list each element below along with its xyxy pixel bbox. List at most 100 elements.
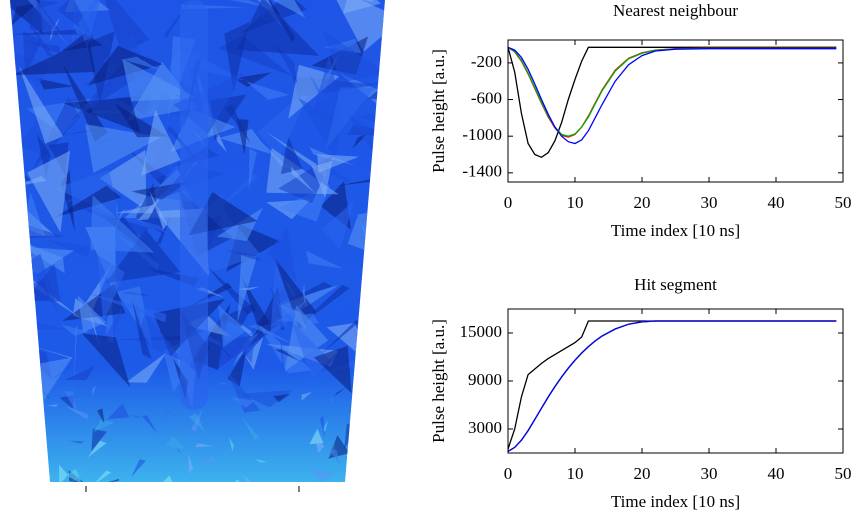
mesh-facet bbox=[107, 403, 130, 420]
mesh-facet bbox=[38, 78, 74, 90]
chart-title: Hit segment bbox=[634, 275, 717, 294]
mesh-facet bbox=[190, 409, 203, 432]
mesh-facet bbox=[41, 471, 51, 482]
x-tick-label: 0 bbox=[504, 193, 513, 212]
mesh-facet bbox=[53, 185, 122, 218]
mesh-facet bbox=[46, 239, 92, 258]
mesh-facet bbox=[273, 393, 291, 403]
mesh-facet bbox=[368, 346, 385, 404]
mesh-facet bbox=[118, 483, 125, 494]
mesh-facet bbox=[198, 210, 261, 277]
mesh-facet bbox=[218, 333, 270, 369]
mesh-facet bbox=[150, 102, 159, 115]
mesh-facet bbox=[233, 72, 272, 88]
x-axis-label: Time index [10 ns] bbox=[611, 221, 740, 240]
mesh-facet bbox=[160, 410, 171, 419]
mesh-facet bbox=[186, 475, 208, 481]
mesh-facet bbox=[10, 424, 29, 426]
mesh-facet bbox=[264, 461, 266, 471]
mesh-facet bbox=[69, 440, 85, 444]
mesh-facet bbox=[63, 97, 141, 133]
mesh-facet bbox=[331, 395, 334, 404]
mesh-facet bbox=[248, 148, 257, 192]
plot-frame bbox=[507, 39, 844, 183]
mesh-facet bbox=[165, 436, 185, 449]
mesh-facet bbox=[274, 349, 302, 363]
mesh-facet bbox=[246, 81, 290, 100]
mesh-facet bbox=[27, 0, 60, 13]
mesh-facet bbox=[90, 195, 155, 253]
mesh-facet bbox=[92, 470, 112, 482]
y-tick-label: -600 bbox=[471, 88, 502, 107]
mesh-facet bbox=[27, 150, 71, 233]
series-line bbox=[507, 320, 837, 452]
mesh-facet bbox=[10, 44, 50, 87]
mesh-column bbox=[180, 0, 208, 410]
mesh-facet bbox=[12, 436, 27, 440]
mesh-facet bbox=[61, 324, 91, 336]
mesh-facet bbox=[149, 190, 168, 230]
mesh-facet bbox=[280, 137, 303, 175]
mesh-facet bbox=[102, 306, 124, 340]
mesh-facet bbox=[364, 82, 385, 89]
mesh-facet bbox=[65, 405, 89, 420]
mesh-facet bbox=[23, 31, 42, 77]
mesh-facet bbox=[325, 476, 333, 480]
mesh-facet bbox=[217, 382, 231, 385]
mesh-facet bbox=[229, 437, 235, 452]
mesh-facet bbox=[141, 109, 181, 176]
mesh-facet bbox=[99, 149, 147, 211]
mesh-facet bbox=[10, 395, 20, 402]
mesh-facet bbox=[105, 229, 181, 284]
mesh-facet bbox=[105, 478, 120, 482]
mesh-facet bbox=[18, 66, 64, 144]
x-tick-label: 10 bbox=[567, 464, 584, 483]
mesh-facet bbox=[54, 129, 95, 137]
mesh-facet bbox=[149, 123, 170, 181]
mesh-facet bbox=[317, 154, 360, 173]
mesh-facet bbox=[345, 454, 361, 462]
x-tick-label: 50 bbox=[835, 464, 852, 483]
mesh-facet bbox=[87, 292, 167, 323]
mesh-facet bbox=[242, 416, 260, 441]
mesh-facet bbox=[298, 97, 342, 159]
y-tick-label: -200 bbox=[471, 52, 502, 71]
x-tick-label: 10 bbox=[567, 193, 584, 212]
y-tick-label: 15000 bbox=[460, 322, 503, 341]
mesh-facet bbox=[374, 363, 385, 409]
mesh-facet bbox=[245, 336, 264, 370]
mesh-facet bbox=[55, 439, 58, 447]
mesh-facet bbox=[242, 277, 271, 328]
mesh-facet bbox=[0, 130, 4, 166]
mesh-facet bbox=[322, 200, 355, 250]
mesh-facet bbox=[372, 287, 385, 351]
mesh-facet bbox=[195, 455, 216, 467]
mesh-facet bbox=[306, 250, 344, 269]
mesh-facet bbox=[348, 372, 385, 424]
mesh-facet bbox=[225, 104, 251, 144]
mesh-facet bbox=[253, 0, 306, 18]
mesh-facet bbox=[29, 1, 62, 33]
series-line bbox=[507, 46, 837, 159]
mesh-facet bbox=[236, 0, 320, 56]
x-tick-label: 40 bbox=[768, 193, 785, 212]
mesh-facet bbox=[188, 453, 194, 474]
series-line bbox=[507, 46, 837, 138]
mesh-facet bbox=[126, 352, 167, 383]
mesh-facet bbox=[0, 87, 5, 101]
mesh-facet bbox=[320, 319, 359, 355]
mesh-facet bbox=[302, 282, 306, 308]
mesh-facet bbox=[310, 356, 365, 378]
mesh-facet bbox=[176, 448, 182, 453]
mesh-facet bbox=[279, 234, 284, 241]
y-tick-label: -1400 bbox=[462, 162, 502, 181]
y-tick-label: 9000 bbox=[468, 370, 502, 389]
mesh-facet bbox=[132, 299, 152, 359]
mesh-facet bbox=[345, 411, 350, 415]
mesh-facet bbox=[122, 58, 198, 102]
mesh-facet bbox=[264, 96, 290, 105]
mesh-facet bbox=[367, 314, 385, 362]
mesh-facet bbox=[334, 387, 346, 397]
plot-frame bbox=[507, 308, 844, 454]
